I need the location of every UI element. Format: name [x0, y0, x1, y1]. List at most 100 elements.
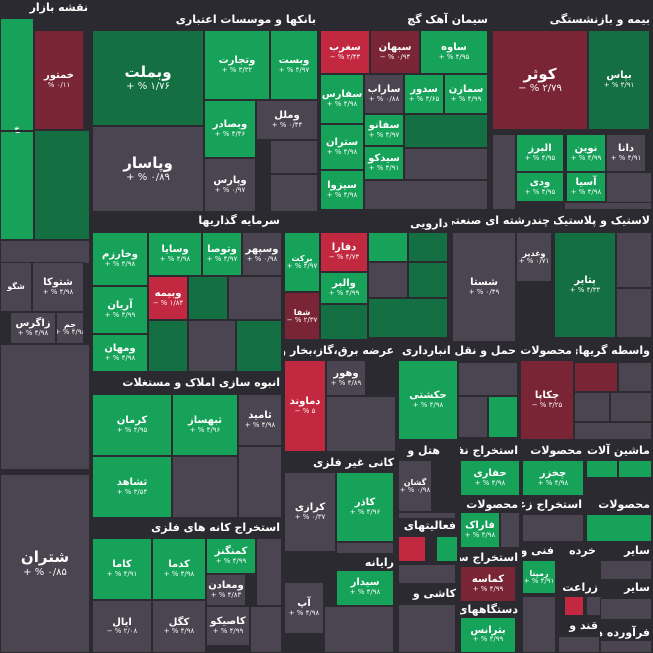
stock-tile-unlabeled[interactable] — [600, 598, 652, 620]
stock-tile[interactable]: ومهان ۴/۹۸ % + — [92, 334, 148, 372]
stock-tile-unlabeled[interactable] — [250, 606, 282, 653]
stock-tile-unlabeled[interactable] — [618, 460, 652, 478]
stock-tile[interactable]: وبصادر ۴/۴۶ % + — [204, 100, 256, 158]
stock-tile[interactable]: شتوکا ۴/۹۸ % + — [32, 262, 84, 312]
stock-tile[interactable]: کرازی ۰/۳۷ % + — [284, 472, 336, 552]
stock-tile[interactable]: شفا ۲/۳۷ % − — [284, 292, 320, 340]
stock-tile[interactable]: زاگرس ۴/۹۸ % + — [10, 312, 56, 344]
stock-tile[interactable]: کرمان ۴/۹۵ % + — [92, 394, 172, 456]
stock-tile[interactable]: ایال ۲/۰۸ % − — [92, 600, 152, 653]
stock-tile[interactable]: شستا ۰/۴۹ % + — [452, 232, 516, 342]
stock-tile-unlabeled[interactable] — [408, 262, 448, 298]
stock-tile[interactable]: ودی ۴/۹۵ % + — [516, 172, 564, 202]
stock-tile[interactable]: ستران ۴/۹۸ % + — [320, 124, 364, 170]
stock-tile-unlabeled[interactable] — [270, 140, 318, 174]
stock-tile[interactable]: ثشاهد ۳/۵۴ % + — [92, 456, 172, 518]
stock-tile-unlabeled[interactable] — [0, 240, 90, 264]
stock-tile[interactable]: وتوصا ۴/۹۷ % + — [202, 232, 242, 276]
stock-tile[interactable]: وتجارت ۳/۳۲ % + — [204, 30, 270, 100]
stock-tile[interactable]: آپ ۴/۹۸ % + — [284, 582, 324, 634]
stock-tile[interactable]: دماوند ۵ % − — [284, 360, 326, 452]
stock-tile[interactable]: وپاسار ۰/۸۹ % + — [92, 126, 204, 212]
stock-tile[interactable]: وسپهر ۰/۹۸ % + — [242, 232, 282, 276]
stock-tile-unlabeled[interactable] — [228, 276, 282, 320]
stock-tile[interactable]: جم ۴/۹۸ % + — [56, 312, 84, 344]
stock-tile[interactable]: سدور ۴/۶۵ % + — [404, 74, 444, 114]
stock-tile[interactable]: فاراک ۴/۹۸ % + — [460, 512, 500, 548]
stock-tile-unlabeled[interactable] — [574, 422, 652, 440]
stock-tile[interactable]: حفاری ۴/۹۸ % + — [460, 460, 520, 496]
stock-tile[interactable]: کماسه ۴/۹۹ % + — [460, 566, 516, 602]
stock-tile[interactable]: وغدیر ۰/۷۱ % + — [516, 232, 552, 282]
stock-tile-unlabeled[interactable] — [172, 456, 238, 518]
stock-tile[interactable]: بپاس ۴/۹۱ % + — [588, 30, 650, 130]
stock-tile-unlabeled[interactable] — [458, 362, 518, 396]
stock-tile-unlabeled[interactable] — [522, 514, 584, 542]
stock-tile[interactable]: بترانس ۴/۹۹ % + — [460, 616, 516, 653]
stock-tile[interactable]: آریان ۴/۹۹ % + — [92, 286, 148, 334]
stock-tile[interactable]: ساراب ۰/۸۸ % + — [364, 74, 404, 114]
stock-tile-unlabeled[interactable] — [558, 636, 600, 653]
stock-tile[interactable]: ساوه ۴/۹۵ % + — [420, 30, 488, 74]
stock-tile-unlabeled[interactable] — [436, 536, 458, 562]
stock-tile-unlabeled[interactable] — [188, 320, 236, 372]
stock-tile[interactable]: سیدار ۴/۹۸ % + — [336, 568, 394, 606]
stock-tile-unlabeled[interactable] — [398, 536, 426, 562]
stock-tile-unlabeled[interactable] — [324, 606, 394, 653]
stock-tile[interactable]: آسیا ۴/۹۸ % + — [566, 172, 606, 202]
stock-tile-unlabeled[interactable] — [574, 392, 610, 422]
stock-tile-unlabeled[interactable] — [336, 542, 394, 554]
stock-tile-unlabeled[interactable] — [34, 130, 90, 240]
stock-tile[interactable]: خ — [0, 18, 34, 240]
stock-tile-unlabeled[interactable] — [564, 202, 652, 210]
stock-tile[interactable]: وبیمه ۱/۸۴ % − — [148, 276, 188, 320]
stock-tile[interactable]: پتایر ۴/۳۴ % + — [554, 232, 616, 338]
stock-tile[interactable]: سمازن ۴/۹۹ % + — [444, 74, 488, 114]
stock-tile[interactable]: وپارس ۰/۹۷ % + — [204, 158, 256, 212]
stock-tile[interactable]: کدما ۴/۹۸ % + — [152, 538, 206, 600]
stock-tile-unlabeled[interactable] — [326, 396, 396, 452]
stock-tile[interactable]: سیدکو ۴/۹۱ % + — [364, 146, 404, 180]
stock-tile-unlabeled[interactable] — [238, 446, 282, 518]
stock-tile[interactable]: دانا ۴/۹۱ % + — [606, 134, 646, 172]
stock-tile[interactable]: کاما ۴/۹۱ % + — [92, 538, 152, 600]
stock-tile[interactable]: وبملت ۱/۷۶ % + — [92, 30, 204, 126]
stock-tile-unlabeled[interactable] — [0, 344, 90, 470]
stock-tile[interactable]: چخزر ۴/۹۸ % + — [522, 460, 584, 496]
stock-tile[interactable]: برکت ۴/۹۷ % + — [284, 232, 320, 292]
stock-tile-unlabeled[interactable] — [368, 232, 408, 262]
stock-tile[interactable]: شتران ۰/۸۵ % + — [0, 474, 90, 653]
stock-tile[interactable]: وملل ۰/۴۴ % + — [256, 100, 318, 140]
stock-tile[interactable]: ثبهساز ۴/۹۶ % + — [172, 394, 238, 456]
stock-tile-unlabeled[interactable] — [408, 232, 448, 262]
stock-tile-unlabeled[interactable] — [586, 460, 618, 478]
stock-tile-unlabeled[interactable] — [364, 180, 488, 210]
stock-tile[interactable]: والبر ۴/۹۹ % + — [320, 272, 368, 304]
stock-tile[interactable]: گشان ۰/۹۸ % + — [398, 460, 432, 512]
stock-tile-unlabeled[interactable] — [270, 174, 318, 212]
stock-tile-unlabeled[interactable] — [404, 148, 488, 180]
stock-tile-unlabeled[interactable] — [616, 232, 652, 288]
stock-tile[interactable]: کاذر ۴/۹۶ % + — [336, 472, 394, 542]
stock-tile[interactable]: شگو — [0, 262, 32, 312]
stock-tile-unlabeled[interactable] — [188, 276, 228, 320]
stock-tile[interactable]: دفارا ۴/۷۴ % − — [320, 232, 368, 272]
stock-tile[interactable]: ثامید ۴/۹۸ % + — [238, 394, 282, 446]
stock-tile[interactable]: وهور ۴/۸۹ % + — [326, 360, 366, 396]
stock-tile[interactable]: چکاپا ۳/۲۵ % − — [520, 360, 574, 440]
stock-tile[interactable]: رمپنا ۴/۹۱ % + — [522, 560, 556, 594]
stock-tile[interactable]: وسایا ۴/۹۸ % + — [148, 232, 202, 276]
stock-tile-unlabeled[interactable] — [398, 564, 456, 584]
stock-tile-unlabeled[interactable] — [398, 604, 456, 653]
stock-tile-unlabeled[interactable] — [492, 134, 516, 210]
stock-tile[interactable]: سفارس ۴/۹۸ % + — [320, 74, 364, 124]
stock-tile-unlabeled[interactable] — [404, 114, 488, 148]
stock-tile[interactable]: حکشتی ۴/۹۸ % + — [398, 360, 458, 440]
stock-tile[interactable]: خمتور ۰/۱۱ % — [34, 30, 84, 130]
stock-tile-unlabeled[interactable] — [616, 288, 652, 338]
stock-tile-unlabeled[interactable] — [610, 392, 652, 422]
stock-tile-unlabeled[interactable] — [458, 396, 488, 438]
stock-tile[interactable]: کگل ۴/۹۸ % + — [152, 600, 206, 653]
stock-tile-unlabeled[interactable] — [586, 514, 652, 542]
stock-tile[interactable]: البرز ۴/۹۵ % + — [516, 134, 564, 172]
